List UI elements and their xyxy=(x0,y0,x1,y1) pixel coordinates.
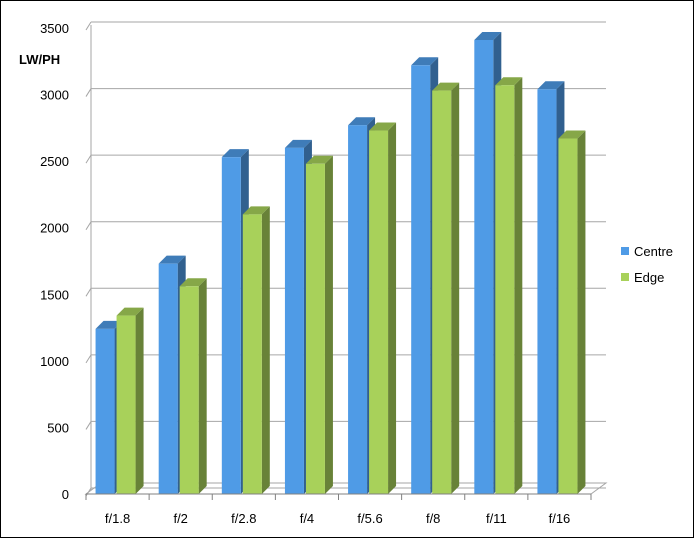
edge-bar-side xyxy=(451,82,460,494)
centre-bar-top xyxy=(474,31,502,40)
edge-bar xyxy=(495,77,523,494)
centre-bar-front xyxy=(221,157,241,495)
centre-bar-front xyxy=(411,65,431,494)
edge-bar xyxy=(305,155,333,494)
centre-bar-top xyxy=(95,320,123,329)
legend: Centre Edge xyxy=(621,244,673,285)
edge-bar-top xyxy=(369,122,397,131)
centre-bar-front xyxy=(95,328,115,494)
x-tick-label: f/1.8 xyxy=(105,511,130,526)
gridline-depth xyxy=(85,154,92,164)
y-tick-label: 2000 xyxy=(40,221,69,236)
edge-bar-front xyxy=(116,315,136,494)
y-tick-label: 3000 xyxy=(40,88,69,103)
edge-bar xyxy=(558,130,586,494)
gridline-depth xyxy=(85,221,92,230)
y-tick-label: 1000 xyxy=(40,354,69,369)
y-tick-label: 500 xyxy=(47,420,69,435)
x-tick-label: f/11 xyxy=(486,511,507,526)
gridline-depth xyxy=(85,21,92,31)
gridline-depth xyxy=(85,288,92,297)
legend-label: Centre xyxy=(634,244,673,259)
edge-bar xyxy=(116,307,144,494)
edge-bar-top xyxy=(179,278,207,287)
gridline-depth xyxy=(85,354,92,364)
edge-bar-top xyxy=(305,155,333,164)
legend-swatch xyxy=(621,247,629,255)
centre-bar-top xyxy=(284,139,312,148)
edge-bar xyxy=(179,278,207,494)
centre-bar-top xyxy=(411,57,439,66)
y-tick-label: 3500 xyxy=(40,21,69,36)
legend-label: Edge xyxy=(634,270,664,285)
legend-item: Edge xyxy=(621,270,664,285)
gridline-depth xyxy=(85,88,92,97)
centre-bar-top xyxy=(158,255,186,264)
centre-bar-top xyxy=(348,117,376,126)
x-tick-label: f/2 xyxy=(173,511,187,526)
edge-bar-side xyxy=(514,77,523,494)
gridline-depth xyxy=(85,421,92,430)
edge-bar-front xyxy=(495,85,515,494)
centre-bar-front xyxy=(474,39,494,495)
edge-bar xyxy=(369,122,397,495)
x-tick-label: f/4 xyxy=(300,511,314,526)
edge-bar-top xyxy=(242,206,270,215)
edge-bar xyxy=(432,82,460,494)
edge-bar-front xyxy=(432,90,452,494)
edge-bar-front xyxy=(179,286,199,494)
x-tick-label: f/8 xyxy=(426,511,440,526)
legend-item: Centre xyxy=(621,244,673,259)
x-tick-label: f/16 xyxy=(549,511,571,526)
centre-bar-front xyxy=(158,263,178,494)
axes: 0 500 1000 1500 2000 2500 3000 3500 f/1.8 f/2 f/2.… xyxy=(40,21,592,526)
edge-bar-front xyxy=(242,214,262,494)
centre-bar-top xyxy=(221,149,249,158)
y-tick-label: 2500 xyxy=(40,154,69,169)
gridline-depth xyxy=(85,487,92,497)
edge-bar-front xyxy=(558,138,578,494)
bars xyxy=(95,31,586,495)
y-tick-label: 0 xyxy=(62,487,69,502)
y-tick-label: 1500 xyxy=(40,287,69,302)
centre-bar-front xyxy=(284,147,304,495)
edge-bar-front xyxy=(305,163,325,494)
edge-bar-side xyxy=(324,155,333,494)
centre-bar-front xyxy=(348,125,368,495)
x-tick-label: f/5.6 xyxy=(357,511,382,526)
edge-bar-top xyxy=(558,130,586,139)
edge-bar-top xyxy=(432,82,460,91)
y-axis-label: LW/PH xyxy=(19,52,60,67)
centre-bar-front xyxy=(537,89,557,494)
edge-bar-side xyxy=(388,122,397,495)
edge-bar-top xyxy=(116,307,144,316)
edge-bar-side xyxy=(577,130,586,494)
edge-bar-top xyxy=(495,77,523,86)
edge-bar-side xyxy=(135,307,144,494)
edge-bar xyxy=(242,206,270,494)
edge-bar-side xyxy=(198,278,207,494)
centre-bar-top xyxy=(537,81,565,90)
edge-bar-front xyxy=(369,130,389,494)
legend-swatch xyxy=(621,273,629,281)
x-tick-label: f/2.8 xyxy=(231,511,256,526)
edge-bar-side xyxy=(261,206,270,494)
